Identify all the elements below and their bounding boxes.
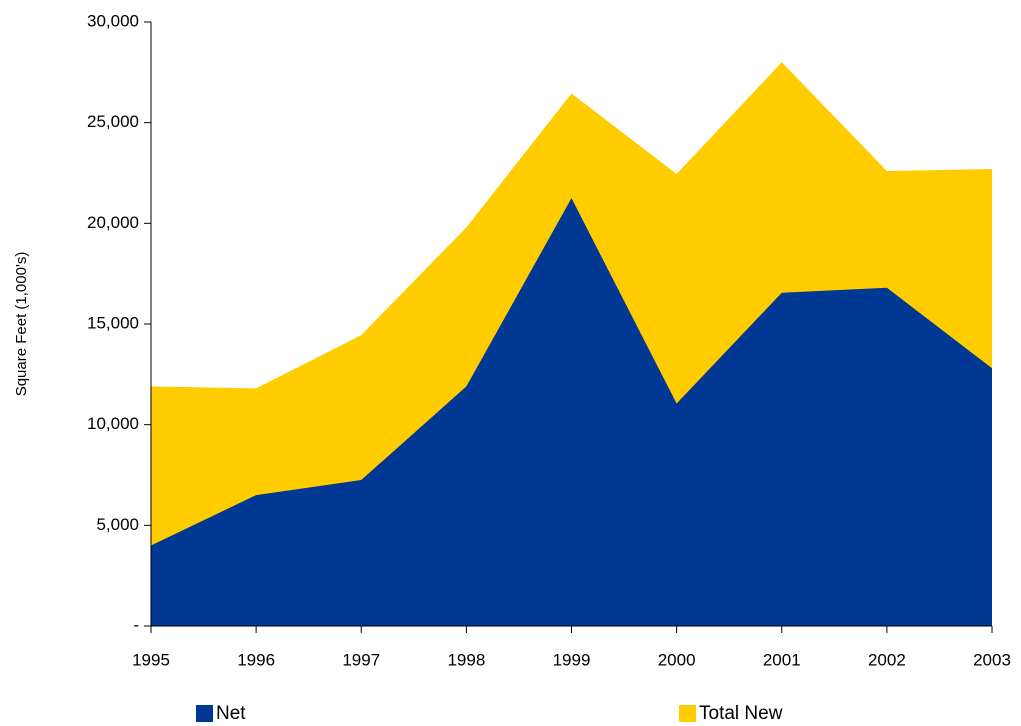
x-tick-label: 1998 bbox=[447, 650, 485, 669]
y-axis-label: Square Feet (1,000's) bbox=[13, 252, 30, 397]
y-tick-label: 10,000 bbox=[87, 414, 139, 433]
x-tick-label: 1996 bbox=[237, 650, 275, 669]
y-tick-label: 15,000 bbox=[87, 313, 139, 332]
x-tick-label: 1999 bbox=[553, 650, 591, 669]
legend-label: Total New bbox=[699, 703, 783, 724]
x-tick-label: 2002 bbox=[868, 650, 906, 669]
y-tick-label: 25,000 bbox=[87, 112, 139, 131]
legend-swatch bbox=[196, 705, 213, 722]
y-tick-label: 30,000 bbox=[87, 11, 139, 30]
x-tick-label: 1997 bbox=[342, 650, 380, 669]
y-tick-label: - bbox=[133, 615, 139, 634]
x-tick-label: 2001 bbox=[763, 650, 801, 669]
x-tick-label: 2000 bbox=[658, 650, 696, 669]
area bbox=[151, 198, 992, 626]
legend-swatch bbox=[679, 705, 696, 722]
y-tick-label: 20,000 bbox=[87, 213, 139, 232]
legend-label: Net bbox=[216, 703, 246, 724]
y-tick-label: 5,000 bbox=[96, 515, 139, 534]
x-tick-label: 2003 bbox=[973, 650, 1011, 669]
x-tick-label: 1995 bbox=[132, 650, 170, 669]
